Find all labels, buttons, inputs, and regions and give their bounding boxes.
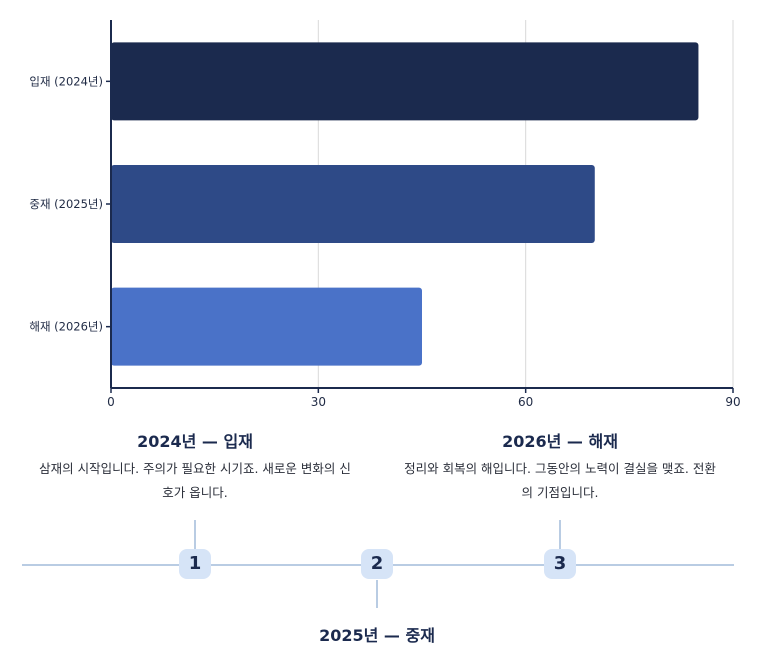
y-tick-label-2: 중재 (2025년) [29,197,103,211]
bars [111,42,699,366]
bar-2 [111,165,595,243]
timeline-connector-2 [376,580,378,608]
timeline-connector-1 [194,520,196,550]
timeline-connector-3 [559,520,561,550]
bar-3 [111,287,422,366]
y-tick-label-3: 해재 (2026년) [29,320,103,334]
x-tick-label-30: 30 [311,395,326,409]
x-tick-label-60: 60 [518,395,533,409]
timeline-badge-1: 1 [179,549,211,579]
y-tick-label-1: 입재 (2024년) [29,74,103,88]
timeline-title-3: 2026년 — 해재 [502,432,618,451]
x-tick-label-90: 90 [725,395,740,409]
x-tick-label-0: 0 [107,395,115,409]
axes [106,20,734,393]
timeline-desc-1: 삼재의 시작입니다. 주의가 필요한 시기죠. 새로운 변화의 신호가 옵니다. [39,461,351,500]
timeline-badge-2: 2 [361,549,393,579]
timeline-desc-3: 정리와 회복의 해입니다. 그동안의 노력이 결실을 맺죠. 전환의 기점입니다… [404,461,716,500]
bar-chart: 0 30 60 90 입재 (2024년) 중재 (2025년) 해재 (2026년) [29,20,741,409]
timeline-badge-3: 3 [544,549,576,579]
timeline-title-1: 2024년 — 입재 [137,432,253,451]
bar-1 [111,42,699,121]
timeline-title-2: 2025년 — 중재 [319,626,435,645]
tick-labels: 0 30 60 90 입재 (2024년) 중재 (2025년) 해재 (2026년) [29,74,740,409]
